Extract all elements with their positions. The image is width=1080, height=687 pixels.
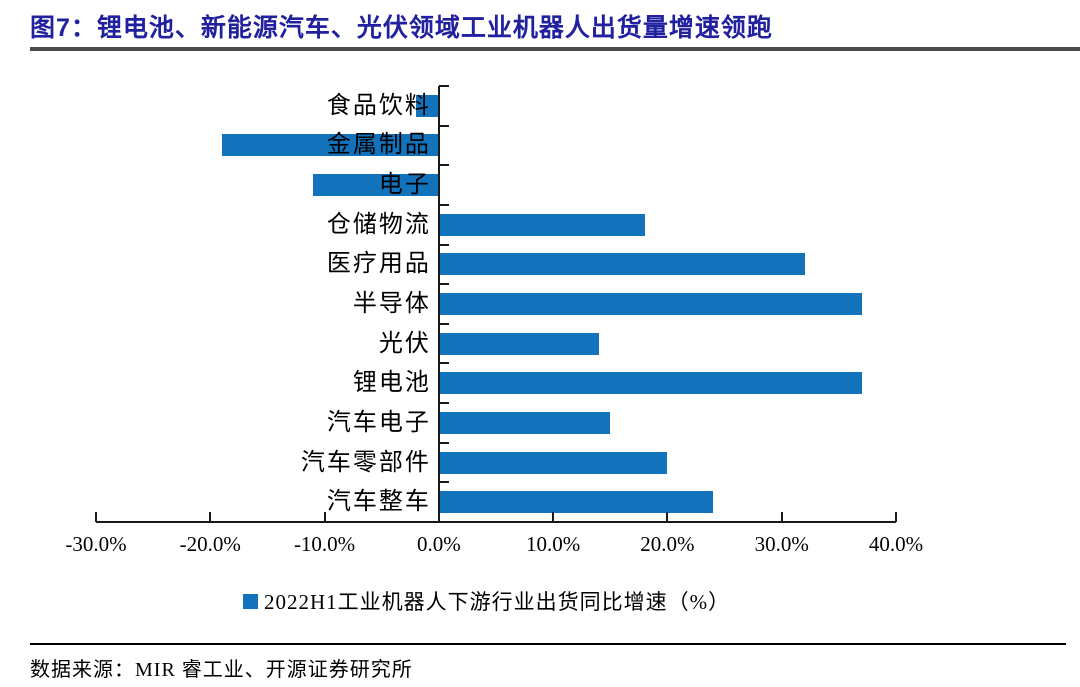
y-axis-tick (438, 362, 449, 365)
x-axis-tick (780, 512, 783, 522)
bar-半导体 (438, 293, 862, 315)
y-axis-tick (438, 124, 449, 127)
x-axis-tick (209, 512, 212, 522)
category-label: 汽车整车 (326, 489, 431, 516)
category-label: 仓储物流 (326, 211, 431, 238)
category-label: 光伏 (378, 330, 431, 357)
x-tick-label: 0.0% (416, 532, 461, 556)
y-axis-tick (438, 164, 449, 167)
bar-食品饮料 (416, 94, 439, 117)
category-label: 汽车零部件 (300, 449, 431, 476)
bar-医疗用品 (438, 253, 805, 276)
bar-汽车零部件 (438, 451, 668, 474)
x-axis-tick (323, 512, 326, 522)
y-axis-tick (438, 322, 449, 325)
x-axis-line (96, 521, 896, 523)
x-axis-tick (437, 512, 440, 522)
figure-title: 图7：锂电池、新能源汽车、光伏领域工业机器人出货量增速领跑 (30, 14, 773, 42)
x-tick-label: 20.0% (640, 532, 695, 556)
x-axis-tick (666, 512, 669, 522)
legend-label: 2022H1工业机器人下游行业出货同比增速（%） (264, 590, 731, 614)
x-tick-label: -30.0% (65, 532, 127, 556)
x-axis-tick (95, 512, 97, 522)
y-axis-line (437, 86, 440, 522)
category-label: 半导体 (352, 291, 431, 317)
data-source: 数据来源：MIR 睿工业、开源证券研究所 (30, 659, 413, 681)
category-label: 食品饮料 (326, 92, 431, 119)
bar-锂电池 (438, 372, 862, 395)
bar-汽车整车 (438, 491, 714, 514)
bar-金属制品 (221, 134, 439, 157)
category-label: 锂电池 (352, 370, 431, 397)
x-tick-label: -10.0% (293, 532, 356, 556)
y-axis-tick (438, 243, 449, 246)
y-axis-tick (438, 441, 449, 444)
bar-光伏 (438, 332, 599, 355)
x-axis-tick (552, 512, 555, 522)
bar-仓储物流 (438, 213, 645, 236)
y-axis-tick (438, 481, 449, 484)
category-label: 汽车电子 (326, 409, 431, 436)
x-tick-label: 30.0% (754, 532, 809, 556)
x-tick-label: 10.0% (526, 532, 581, 556)
title-divider (30, 47, 1080, 51)
footer-divider (30, 643, 1066, 645)
x-tick-label: 40.0% (868, 532, 924, 556)
x-axis-tick (895, 512, 897, 522)
bar-汽车电子 (438, 411, 611, 434)
chart-legend: 2022H1工业机器人下游行业出货同比增速（%） (243, 586, 730, 616)
legend-swatch-icon (243, 593, 258, 609)
x-tick-label: -20.0% (179, 532, 241, 556)
category-label: 医疗用品 (326, 251, 431, 278)
category-label: 电子 (378, 172, 431, 199)
y-axis-tick (438, 402, 449, 405)
y-axis-tick (438, 85, 449, 87)
category-label: 金属制品 (326, 132, 431, 159)
bar-电子 (313, 174, 439, 197)
y-axis-tick (438, 203, 449, 206)
y-axis-tick (438, 283, 449, 286)
